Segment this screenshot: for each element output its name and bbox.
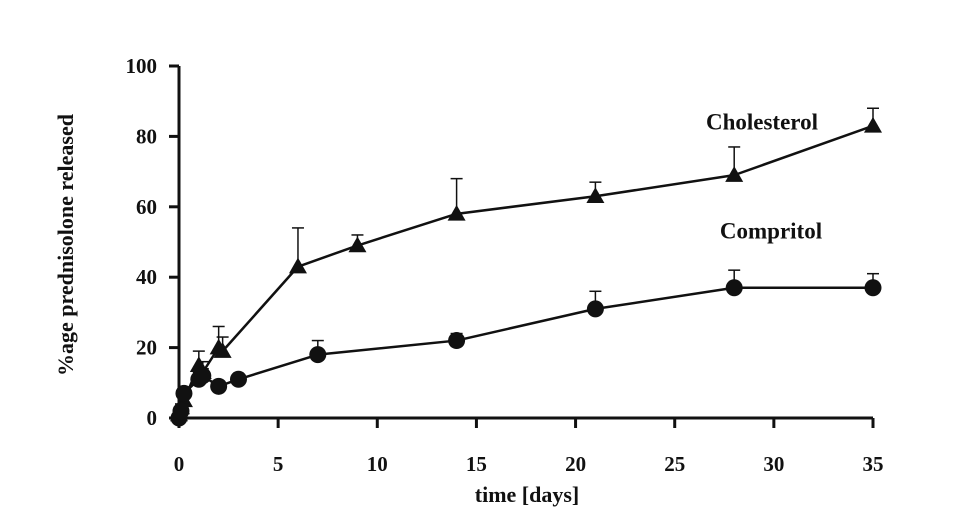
compritol-point	[210, 377, 228, 395]
compritol-point	[229, 370, 247, 388]
cholesterol-series-label: Cholesterol	[706, 109, 818, 134]
x-tick-label: 25	[664, 452, 685, 476]
compritol-point	[194, 367, 212, 385]
y-tick-label: 40	[136, 265, 157, 289]
compritol-point	[175, 384, 193, 402]
x-axis-title: time [days]	[475, 482, 579, 507]
x-tick-label: 20	[565, 452, 586, 476]
compritol-series-line	[177, 286, 873, 419]
cholesterol-point	[213, 342, 232, 358]
compritol-point	[448, 332, 466, 350]
x-tick-label: 15	[466, 452, 487, 476]
series-lines	[177, 124, 874, 419]
y-axis-title: %age prednisolone released	[53, 114, 78, 376]
axes: 0 20 40 60 80 100 0 5 10 15 20 25 30 35	[126, 54, 884, 476]
compritol-point	[586, 300, 604, 318]
y-tick-label: 20	[136, 336, 157, 360]
x-tick-label: 0	[174, 452, 185, 476]
x-tick-label: 30	[763, 452, 784, 476]
cholesterol-series-line	[177, 124, 874, 415]
x-tick-label: 35	[863, 452, 884, 476]
x-tick-label: 5	[273, 452, 284, 476]
cholesterol-point	[864, 116, 882, 133]
series-labels: Cholesterol Compritol	[706, 109, 822, 243]
error-bars	[173, 107, 879, 418]
cholesterol-point	[288, 257, 307, 274]
compritol-point	[725, 279, 743, 297]
x-tick-label: 10	[367, 452, 388, 476]
y-tick-label: 0	[147, 406, 158, 430]
cholesterol-point	[586, 187, 605, 203]
cholesterol-point	[348, 236, 367, 253]
cholesterol-point	[447, 204, 466, 221]
compritol-point	[309, 346, 327, 364]
compritol-point	[864, 279, 882, 297]
series-markers	[170, 116, 882, 427]
cholesterol-point	[725, 166, 744, 182]
y-tick-label: 80	[136, 124, 157, 148]
y-tick-label: 100	[126, 54, 158, 78]
compritol-series-label: Compritol	[720, 218, 822, 243]
compritol-point	[172, 402, 190, 420]
y-tick-label: 60	[136, 195, 157, 219]
